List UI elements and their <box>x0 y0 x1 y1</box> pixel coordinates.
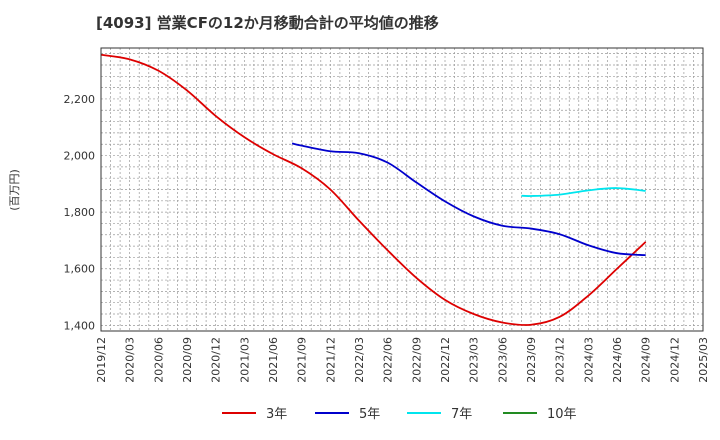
legend-label: 3年 <box>266 407 287 422</box>
plot-frame <box>100 47 704 332</box>
legend-label: 10年 <box>547 407 577 422</box>
x-tick-label: 2024/06 <box>611 337 624 383</box>
y-tick-label: 1,400 <box>64 319 96 332</box>
x-tick-label: 2021/09 <box>296 337 309 383</box>
x-tick-label: 2024/03 <box>582 337 595 383</box>
x-tick-label: 2023/12 <box>554 337 567 383</box>
x-tick-label: 2019/12 <box>95 337 108 383</box>
x-tick-label: 2020/12 <box>210 337 223 383</box>
x-tick-label: 2021/06 <box>267 337 280 383</box>
x-tick-label: 2022/09 <box>410 337 423 383</box>
y-tick-label: 1,600 <box>64 263 96 276</box>
x-tick-label: 2024/12 <box>668 337 681 383</box>
x-tick-labels: 2019/12 2020/03 2020/06 2020/09 2020/12 2021/… <box>95 337 710 383</box>
x-tick-label: 2020/09 <box>181 337 194 383</box>
series-line-2 <box>521 187 646 197</box>
legend-label: 7年 <box>451 407 472 422</box>
y-tick-label: 1,800 <box>64 206 96 219</box>
x-tick-label: 2025/03 <box>697 337 710 383</box>
x-tick-label: 2020/06 <box>152 337 165 383</box>
x-tick-label: 2023/09 <box>525 337 538 383</box>
x-tick-label: 2024/09 <box>640 337 653 383</box>
y-axis-label: (百万円) <box>8 169 21 211</box>
series-line-1 <box>291 142 646 257</box>
series-layer <box>100 53 647 326</box>
x-tick-label: 2022/12 <box>439 337 452 383</box>
x-tick-label: 2022/03 <box>353 337 366 383</box>
series-line-0 <box>100 53 647 326</box>
legend: 3年 5年 7年 10年 <box>222 407 577 422</box>
x-tick-label: 2023/03 <box>468 337 481 383</box>
y-tick-label: 2,200 <box>64 93 96 106</box>
x-tick-label: 2022/06 <box>382 337 395 383</box>
x-tick-label: 2023/06 <box>496 337 509 383</box>
chart-title: [4093] 営業CFの12か月移動合計の平均値の推移 <box>96 14 439 32</box>
legend-label: 5年 <box>359 407 380 422</box>
grid-layer <box>100 48 704 331</box>
y-tick-label: 2,000 <box>64 150 96 163</box>
x-tick-label: 2020/03 <box>124 337 137 383</box>
x-tick-label: 2021/03 <box>238 337 251 383</box>
y-tick-labels: 1,400 1,600 1,800 2,000 2,200 <box>64 93 96 332</box>
x-tick-label: 2021/12 <box>324 337 337 383</box>
